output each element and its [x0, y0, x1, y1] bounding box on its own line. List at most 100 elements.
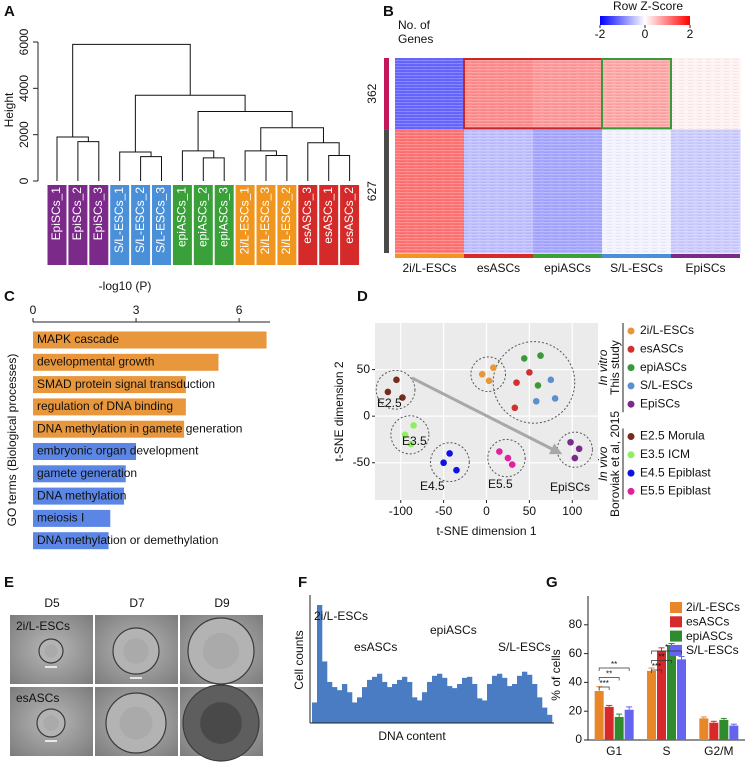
legend-label: E3.5 ICM — [640, 447, 690, 461]
row-cluster-label: 627 — [365, 181, 379, 201]
trajectory-arrow — [411, 376, 563, 455]
leaf-label: EpiSCs_2 — [70, 187, 84, 241]
point — [534, 382, 542, 389]
dendrogram-link — [56, 136, 89, 181]
dendrogram-link — [77, 141, 100, 181]
column-label: epiASCs — [544, 261, 591, 275]
point — [384, 388, 392, 396]
bar — [604, 706, 614, 740]
cluster-outline — [556, 431, 593, 468]
dendrogram-link — [202, 157, 225, 181]
legend-label: E2.5 Morula — [640, 429, 705, 443]
bar — [709, 722, 719, 740]
point — [571, 454, 579, 462]
column-label: esASCs — [477, 261, 520, 275]
bar — [657, 650, 666, 740]
y-tick-label: 4000 — [17, 75, 31, 102]
row-header-box: No. of Genes — [398, 18, 433, 46]
histogram-bar — [462, 677, 468, 723]
bar — [33, 487, 125, 505]
point — [485, 377, 493, 385]
x-axis-label: DNA content — [378, 729, 446, 743]
row-cluster-label: 362 — [365, 83, 379, 103]
point — [393, 376, 400, 384]
legend-label: EpiSCs — [640, 396, 680, 410]
histogram-bar — [347, 692, 353, 723]
leaf-label: S/L-ESCs_2 — [133, 187, 147, 253]
histogram-bar — [477, 698, 483, 723]
row-label: esASCs — [16, 691, 59, 705]
point — [410, 422, 417, 429]
legend-title: Row Z-Score — [613, 0, 683, 13]
annotation: S/L-ESCs — [498, 640, 551, 654]
bar — [33, 398, 186, 416]
legend-marker — [627, 469, 635, 477]
leaf-label: esASCs_1 — [321, 187, 335, 244]
histogram-bar — [397, 679, 403, 723]
histogram-bar — [322, 661, 328, 723]
histogram-bar — [367, 679, 373, 723]
annotation: E3.5 — [402, 434, 427, 448]
dendrogram-link — [197, 111, 293, 151]
histogram-bar — [452, 688, 458, 723]
histogram-bar — [507, 686, 513, 723]
legend-label: esASCs — [640, 341, 683, 355]
histogram-bar — [432, 675, 438, 723]
point — [537, 352, 544, 359]
leaf-label: EpiSCs_1 — [49, 187, 63, 241]
point — [440, 459, 447, 467]
column-label: D9 — [214, 596, 230, 610]
histogram-bar — [547, 714, 553, 723]
x-tick-label: 50 — [523, 504, 537, 518]
panel-label: E — [4, 574, 14, 591]
colony-core — [43, 715, 59, 731]
leaf-box — [235, 185, 255, 265]
significance-label: ** — [658, 653, 664, 662]
legend-marker — [627, 433, 635, 440]
annotation: EpiSCs — [550, 480, 590, 494]
legend-marker — [627, 327, 635, 335]
key-tick-label: -2 — [595, 27, 606, 41]
legend-marker — [627, 400, 635, 408]
legend-swatch — [670, 616, 682, 628]
leaf-box — [89, 185, 109, 265]
legend-label: 2i/L-ESCs — [686, 600, 740, 614]
bar — [33, 443, 137, 460]
x-tick-label: -50 — [435, 504, 453, 518]
point — [551, 395, 559, 402]
column-label: EpiSCs — [685, 261, 725, 275]
histogram-bar — [382, 681, 388, 723]
histogram-bar — [317, 605, 323, 723]
x-axis-label: -log10 (P) — [99, 279, 152, 293]
legend-swatch — [670, 644, 682, 656]
legend-swatch — [670, 602, 682, 613]
colony-core — [44, 644, 58, 658]
legend-marker — [627, 487, 635, 495]
bar — [729, 725, 739, 740]
leaf-box — [214, 185, 234, 265]
histogram-bar — [487, 684, 493, 723]
y-tick-label: 0 — [17, 177, 31, 184]
point — [407, 440, 415, 448]
panel-label: F — [298, 574, 307, 591]
histogram-bar — [497, 673, 503, 723]
leaf-label: S/L-ESCs_3 — [154, 187, 168, 253]
dendrogram-link — [134, 94, 246, 153]
leaf-box — [110, 185, 130, 265]
row-label: 2i/L-ESCs — [16, 619, 70, 633]
histogram-bar — [387, 687, 393, 723]
bar — [33, 376, 186, 394]
bar — [719, 719, 729, 740]
annotation: esASCs — [354, 640, 397, 654]
y-tick-label: 50 — [357, 362, 371, 376]
dendrogram-link — [260, 127, 324, 151]
legend-label: S/L-ESCs — [686, 643, 739, 657]
x-tick-label: 0 — [483, 504, 490, 518]
bar-label: DNA methylation in gamete generation — [37, 421, 242, 435]
leaf-label: epiASCs_1 — [175, 187, 189, 247]
leaf-box — [131, 185, 151, 265]
leaf-box — [298, 185, 318, 265]
histogram-bar — [427, 681, 433, 723]
x-tick-label: 6 — [236, 303, 243, 317]
cluster-outline — [429, 442, 470, 483]
